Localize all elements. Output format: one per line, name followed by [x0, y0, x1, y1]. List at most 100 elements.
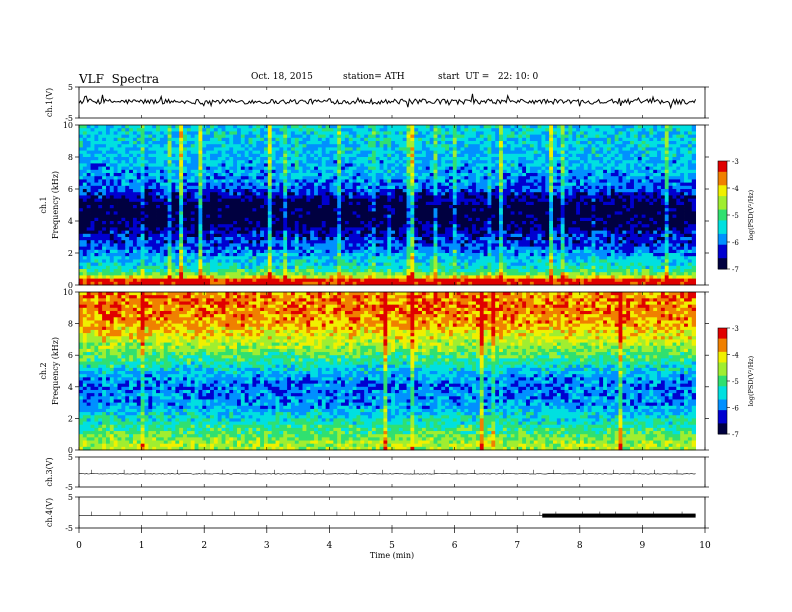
- heat-cell: [425, 246, 431, 251]
- heat-cell: [275, 214, 280, 219]
- heat-cell: [298, 166, 303, 171]
- heat-cell: [229, 217, 234, 222]
- heat-cell: [371, 246, 377, 251]
- heat-cell: [117, 134, 122, 139]
- heat-cell: [391, 249, 396, 254]
- heat-cell: [294, 211, 300, 215]
- heat-cell: [410, 224, 415, 228]
- heat-cell: [129, 205, 134, 209]
- heat-cell: [152, 179, 157, 183]
- heat-cell: [279, 173, 284, 177]
- heat-cell: [402, 198, 407, 203]
- heat-cell: [421, 233, 427, 238]
- heat-cell: [186, 246, 192, 251]
- heat-cell: [425, 141, 431, 145]
- heat-cell: [210, 205, 215, 209]
- heat-cell: [271, 205, 276, 209]
- heat-cell: [171, 137, 176, 142]
- heat-cell: [302, 169, 307, 174]
- heat-cell: [117, 179, 122, 183]
- heat-cell: [190, 262, 196, 267]
- heat-cell: [348, 272, 354, 276]
- heat-cell: [163, 137, 169, 142]
- heat-cell: [267, 137, 273, 142]
- heat-cell: [260, 141, 265, 145]
- heat-cell: [179, 134, 184, 139]
- heat-cell: [260, 214, 265, 219]
- heat-cell: [129, 169, 134, 174]
- heat-cell: [221, 224, 226, 228]
- heat-cell: [306, 179, 311, 183]
- heat-cell: [448, 256, 454, 260]
- heat-cell: [437, 272, 442, 276]
- heat-cell: [194, 157, 199, 161]
- heat-cell: [190, 163, 196, 167]
- heat-cell: [333, 272, 338, 276]
- heat-cell: [90, 205, 95, 209]
- heat-cell: [240, 182, 246, 187]
- heat-cell: [414, 214, 419, 219]
- heat-cell: [248, 147, 253, 151]
- heat-cell: [198, 134, 203, 139]
- heat-cell: [229, 131, 234, 135]
- heat-cell: [94, 147, 99, 151]
- heat-cell: [117, 243, 122, 247]
- heat-cell: [198, 205, 203, 209]
- heat-cell: [283, 150, 288, 155]
- heat-cell: [125, 221, 130, 225]
- heat-cell: [410, 275, 415, 279]
- heat-cell: [425, 281, 431, 286]
- heat-cell: [237, 233, 242, 238]
- heat-cell: [429, 137, 434, 142]
- heat-cell: [136, 137, 142, 142]
- heat-cell: [341, 182, 346, 187]
- heat-cell: [317, 281, 323, 286]
- heat-cell: [321, 125, 327, 129]
- heat-cell: [429, 230, 434, 235]
- heat-cell: [414, 253, 419, 257]
- heat-cell: [179, 205, 184, 209]
- heat-cell: [79, 240, 84, 244]
- heat-cell: [287, 125, 292, 129]
- heat-cell: [121, 249, 126, 254]
- heat-cell: [90, 246, 95, 251]
- heat-cell: [229, 272, 234, 276]
- heat-cell: [186, 259, 192, 263]
- heat-cell: [410, 256, 415, 260]
- heat-cell: [398, 198, 404, 203]
- heat-cell: [94, 269, 99, 273]
- heat-cell: [302, 153, 307, 158]
- heat-cell: [341, 150, 346, 155]
- heat-cell: [202, 243, 207, 247]
- heat-cell: [441, 227, 446, 231]
- heat-cell: [129, 179, 134, 183]
- heat-cell: [225, 195, 230, 199]
- heat-cell: [221, 208, 226, 212]
- heat-cell: [410, 217, 415, 222]
- heat-cell: [429, 259, 434, 263]
- heat-cell: [325, 131, 330, 135]
- heat-cell: [136, 131, 142, 135]
- heat-cell: [225, 278, 230, 283]
- heat-cell: [98, 240, 103, 244]
- heat-cell: [287, 281, 292, 286]
- heat-cell: [125, 141, 130, 145]
- heat-cell: [186, 269, 192, 273]
- heat-cell: [102, 169, 107, 174]
- heat-cell: [190, 195, 196, 199]
- heat-cell: [198, 214, 203, 219]
- heat-cell: [337, 160, 342, 164]
- heat-cell: [387, 211, 392, 215]
- heat-cell: [183, 265, 188, 270]
- heat-cell: [348, 217, 354, 222]
- heat-cell: [186, 179, 192, 183]
- heat-cell: [252, 233, 257, 238]
- heat-cell: [117, 150, 122, 155]
- heat-cell: [144, 240, 149, 244]
- heat-cell: [183, 176, 188, 180]
- heat-cell: [179, 182, 184, 187]
- heat-cell: [429, 157, 434, 161]
- heat-cell: [279, 211, 284, 215]
- heat-cell: [175, 227, 180, 231]
- heat-cell: [279, 179, 284, 183]
